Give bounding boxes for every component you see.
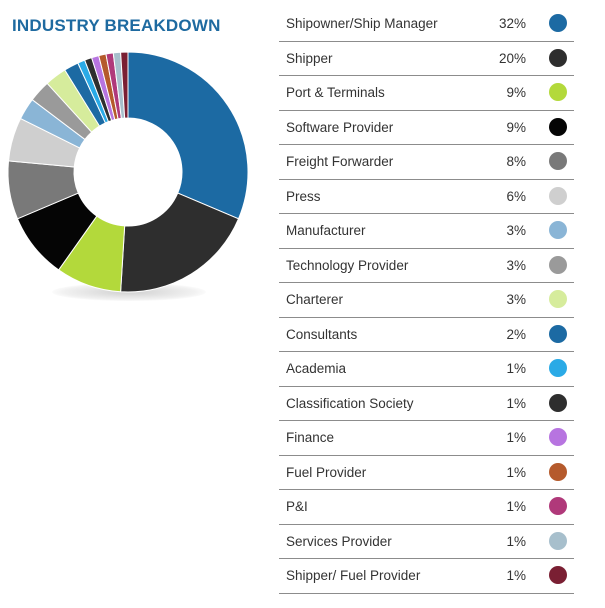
- donut-slice: [120, 51, 129, 119]
- legend-swatch: [549, 48, 567, 67]
- legend-swatch: [549, 186, 567, 205]
- legend-value: 1%: [506, 568, 526, 583]
- legend-row: Services Provider 1%: [279, 525, 574, 559]
- legend-row: Manufacturer 3%: [279, 214, 574, 249]
- legend-swatch: [549, 324, 567, 343]
- legend-swatch: [549, 83, 567, 101]
- legend-swatch: [549, 117, 567, 136]
- legend-value: 1%: [506, 464, 526, 480]
- donut-chart: [7, 51, 249, 293]
- legend-label: P&I: [286, 499, 308, 514]
- legend-value: 3%: [506, 257, 526, 273]
- legend-value: 20%: [498, 50, 526, 66]
- legend-row: Port & Terminals 9%: [279, 76, 574, 111]
- legend-row: Fuel Provider 1%: [279, 456, 574, 490]
- legend-row: Shipowner/Ship Manager 32%: [279, 7, 574, 42]
- legend-value: 8%: [506, 154, 526, 169]
- legend-swatch: [549, 290, 567, 308]
- legend-swatch: [549, 566, 567, 584]
- legend-value: 9%: [506, 85, 526, 100]
- legend-value: 1%: [506, 395, 526, 411]
- legend-table: Shipowner/Ship Manager 32% Shipper 20% Port …: [279, 7, 574, 594]
- legend-label: Freight Forwarder: [286, 154, 394, 169]
- legend-value: 32%: [498, 16, 526, 31]
- legend-label: Academia: [286, 361, 347, 376]
- legend-value: 1%: [506, 361, 526, 376]
- legend-swatch: [549, 497, 567, 515]
- legend-value: 1%: [506, 533, 526, 549]
- legend-label: Manufacturer: [286, 223, 366, 238]
- legend-row: Technology Provider 3%: [279, 249, 574, 283]
- legend-label: Software Provider: [286, 119, 394, 135]
- legend-swatch: [549, 428, 567, 446]
- legend-label: Finance: [286, 430, 335, 445]
- legend-label: Shipowner/Ship Manager: [286, 16, 438, 31]
- legend-label: Charterer: [286, 292, 344, 307]
- legend-value: 6%: [506, 188, 526, 204]
- chart-title: INDUSTRY BREAKDOWN: [12, 16, 221, 35]
- donut-slice: [120, 192, 240, 293]
- legend-row: Academia 1%: [279, 352, 574, 387]
- legend-label: Shipper/ Fuel Provider: [286, 568, 421, 583]
- legend-label: Port & Terminals: [286, 85, 385, 100]
- legend-label: Press: [286, 188, 321, 204]
- legend-swatch: [549, 393, 567, 412]
- legend-row: Freight Forwarder 8%: [279, 145, 574, 180]
- legend-row: Shipper/ Fuel Provider 1%: [279, 559, 574, 594]
- legend-row: Classification Society 1%: [279, 387, 574, 421]
- legend-label: Shipper: [286, 50, 333, 66]
- legend-row: P&I 1%: [279, 490, 574, 525]
- legend-value: 3%: [506, 292, 526, 307]
- legend-value: 2%: [506, 326, 526, 342]
- legend-row: Software Provider 9%: [279, 111, 574, 145]
- legend-label: Consultants: [286, 326, 358, 342]
- legend-row: Charterer 3%: [279, 283, 574, 318]
- legend-label: Technology Provider: [286, 257, 409, 273]
- legend-value: 9%: [506, 119, 526, 135]
- legend-swatch: [549, 462, 567, 481]
- legend-row: Shipper 20%: [279, 42, 574, 76]
- legend-label: Fuel Provider: [286, 464, 367, 480]
- legend-swatch: [549, 531, 567, 550]
- legend-swatch: [549, 14, 567, 32]
- legend-swatch: [549, 359, 567, 377]
- legend-value: 1%: [506, 499, 526, 514]
- donut-slice: [127, 51, 249, 220]
- legend-swatch: [549, 221, 567, 239]
- legend-label: Services Provider: [286, 533, 392, 549]
- legend-label: Classification Society: [286, 395, 414, 411]
- legend-swatch: [549, 255, 567, 274]
- legend-value: 1%: [506, 430, 526, 445]
- legend-row: Press 6%: [279, 180, 574, 214]
- legend-swatch: [549, 152, 567, 170]
- legend-row: Consultants 2%: [279, 318, 574, 352]
- legend-value: 3%: [506, 223, 526, 238]
- legend-row: Finance 1%: [279, 421, 574, 456]
